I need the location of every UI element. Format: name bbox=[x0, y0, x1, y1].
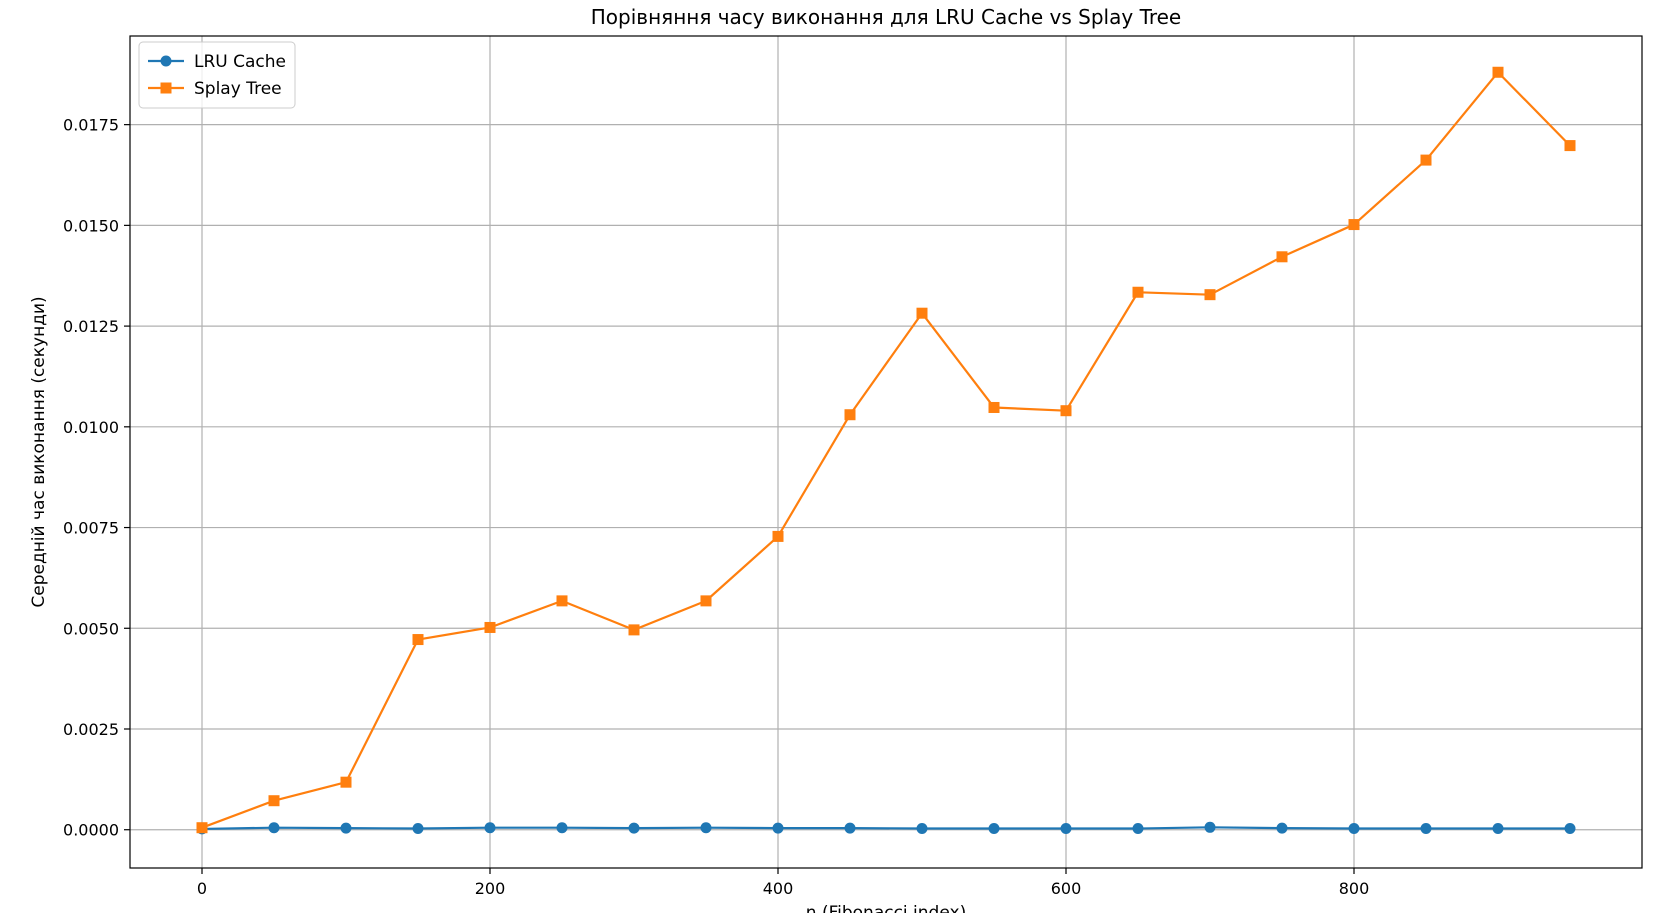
data-point bbox=[484, 822, 496, 834]
data-point bbox=[412, 634, 424, 646]
y-axis-label: Середній час виконання (секунди) bbox=[29, 296, 49, 607]
series-line bbox=[201, 826, 1570, 831]
data-point bbox=[412, 823, 424, 835]
data-point bbox=[196, 822, 208, 834]
y-tick-label: 0.0075 bbox=[63, 519, 119, 538]
legend-label: LRU Cache bbox=[194, 52, 286, 72]
x-tick-label: 200 bbox=[475, 879, 506, 898]
data-point bbox=[628, 822, 640, 834]
data-point bbox=[700, 595, 712, 607]
data-point bbox=[1204, 289, 1216, 301]
series-layer bbox=[196, 66, 1576, 835]
data-point bbox=[1564, 140, 1576, 152]
data-point bbox=[700, 822, 712, 834]
y-tick-label: 0.0175 bbox=[63, 116, 119, 135]
legend: LRU Cache Splay Tree bbox=[138, 41, 296, 109]
data-point bbox=[340, 822, 352, 834]
legend-marker bbox=[160, 82, 172, 94]
chart-title: Порівняння часу виконання для LRU Cache … bbox=[591, 5, 1181, 29]
data-point bbox=[484, 621, 496, 633]
x-axis-label: n (Fibonacci index) bbox=[806, 903, 966, 913]
y-tick-label: 0.0025 bbox=[63, 720, 119, 739]
series-line bbox=[201, 71, 1571, 829]
data-point bbox=[1420, 823, 1432, 835]
data-point bbox=[1132, 286, 1144, 298]
legend-item: LRU Cache bbox=[148, 52, 286, 72]
legend-item: Splay Tree bbox=[148, 79, 282, 99]
y-tick-label: 0.0125 bbox=[63, 317, 119, 336]
data-point bbox=[916, 823, 928, 835]
data-point bbox=[844, 822, 856, 834]
data-point bbox=[772, 822, 784, 834]
data-point bbox=[1492, 66, 1504, 78]
legend-marker bbox=[160, 55, 172, 67]
data-point bbox=[988, 401, 1000, 413]
series-2 bbox=[196, 66, 1576, 834]
plot-frame bbox=[129, 35, 1643, 869]
data-point bbox=[1060, 823, 1072, 835]
data-point bbox=[628, 624, 640, 636]
x-axis: 0 200 400 600 800 bbox=[197, 868, 1369, 898]
y-tick-label: 0.0100 bbox=[63, 418, 119, 437]
data-point bbox=[1420, 154, 1432, 166]
y-tick-label: 0.0150 bbox=[63, 216, 119, 235]
data-point bbox=[1348, 219, 1360, 231]
data-point bbox=[1348, 823, 1360, 835]
data-point bbox=[1492, 823, 1504, 835]
grid bbox=[130, 36, 1642, 868]
data-point bbox=[844, 409, 856, 421]
data-point bbox=[1276, 822, 1288, 834]
data-point bbox=[1276, 251, 1288, 263]
series-1 bbox=[196, 821, 1576, 835]
data-point bbox=[556, 822, 568, 834]
x-tick-label: 600 bbox=[1051, 879, 1082, 898]
y-axis: 0.0000 0.0025 0.0050 0.0075 0.0100 0.0125 0.01… bbox=[63, 116, 130, 840]
data-point bbox=[988, 823, 1000, 835]
data-point bbox=[1564, 823, 1576, 835]
data-point bbox=[340, 776, 352, 788]
data-point bbox=[1060, 405, 1072, 417]
x-tick-label: 800 bbox=[1339, 879, 1370, 898]
y-tick-label: 0.0050 bbox=[63, 619, 119, 638]
y-tick-label: 0.0000 bbox=[63, 821, 119, 840]
data-point bbox=[1132, 823, 1144, 835]
data-point bbox=[556, 595, 568, 607]
data-point bbox=[916, 307, 928, 319]
legend-label: Splay Tree bbox=[194, 79, 282, 99]
x-tick-label: 400 bbox=[763, 879, 794, 898]
legend-frame bbox=[138, 41, 296, 109]
x-tick-label: 0 bbox=[197, 879, 207, 898]
data-point bbox=[1204, 821, 1216, 833]
data-point bbox=[268, 795, 280, 807]
data-point bbox=[268, 822, 280, 834]
data-point bbox=[772, 530, 784, 542]
